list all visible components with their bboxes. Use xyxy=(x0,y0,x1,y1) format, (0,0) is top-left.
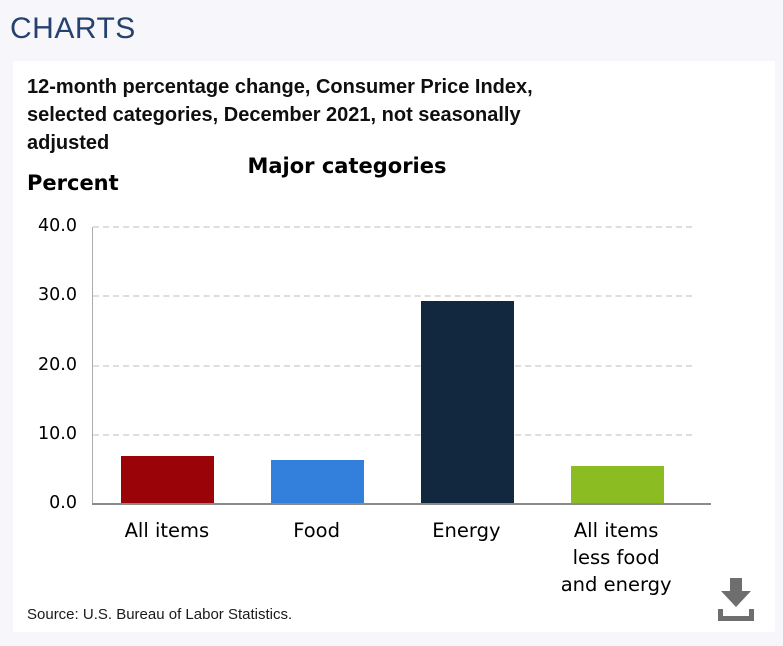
gridline xyxy=(93,226,692,228)
y-axis-unit-label: Percent xyxy=(27,171,119,195)
download-icon xyxy=(718,578,754,621)
y-tick-label: 10.0 xyxy=(38,423,77,444)
download-button[interactable] xyxy=(714,576,758,624)
plot-area xyxy=(92,226,692,504)
chart-caption-line-2: selected categories, December 2021, not … xyxy=(27,104,521,126)
bar-all-items xyxy=(121,455,215,504)
x-tick-label: All items less food and energy xyxy=(560,519,672,596)
gridline xyxy=(93,364,692,367)
source-note: Source: U.S. Bureau of Labor Statistics. xyxy=(27,606,293,623)
x-tick-label: Energy xyxy=(432,519,501,542)
bar-energy xyxy=(420,301,514,504)
page-title: CHARTS xyxy=(10,12,136,45)
chart-area: 0.0 10.0 20.0 30.0 40.0 All items Food Energy Al… xyxy=(13,216,775,597)
gridline xyxy=(93,433,692,436)
gridline xyxy=(93,295,692,298)
x-axis-line xyxy=(92,503,711,505)
chart-title: Major categories xyxy=(247,154,447,178)
x-tick-label: Food xyxy=(293,519,340,542)
bar-food xyxy=(271,460,365,504)
y-tick-label: 30.0 xyxy=(38,285,77,306)
chart-caption: 12-month percentage change, Consumer Pri… xyxy=(27,73,587,157)
chart-caption-line-3: adjusted xyxy=(27,132,110,154)
x-tick-label: All items xyxy=(124,519,210,542)
y-tick-label: 40.0 xyxy=(38,216,77,236)
chart-panel: 12-month percentage change, Consumer Pri… xyxy=(13,61,775,632)
y-tick-label: 20.0 xyxy=(38,354,77,375)
chart-caption-line-1: 12-month percentage change, Consumer Pri… xyxy=(27,76,533,98)
y-tick-label: 0.0 xyxy=(49,493,77,513)
bar-all-items-less-food-and-energy xyxy=(570,465,664,504)
